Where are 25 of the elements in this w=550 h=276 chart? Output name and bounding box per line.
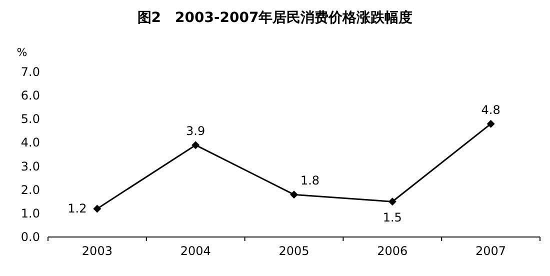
point <box>93 204 102 213</box>
point <box>192 141 200 150</box>
y-tick-label: 4.0 <box>20 136 40 150</box>
data-label: 4.8 <box>481 102 500 117</box>
y-tick-label: 7.0 <box>20 65 40 79</box>
y-tick-label: 0.0 <box>20 230 40 244</box>
point <box>290 190 298 199</box>
y-tick-label: 1.0 <box>20 206 40 220</box>
y-axis-title: % <box>16 46 28 59</box>
y-tick-label: 6.0 <box>20 88 40 103</box>
x-tick-label: 2003 <box>82 244 112 258</box>
y-tick-label: 2.0 <box>20 182 40 197</box>
x-tick-label: 2006 <box>377 244 408 258</box>
x-tick-label: 2004 <box>180 244 211 258</box>
x-tick-label: 2005 <box>278 244 310 258</box>
data-label: 3.9 <box>186 124 206 138</box>
data-label: 1.2 <box>68 202 87 216</box>
point <box>388 198 396 206</box>
point <box>486 120 495 128</box>
y-tick-label: 3.0 <box>20 159 40 174</box>
data-label: 1.5 <box>382 210 402 225</box>
data-label: 1.8 <box>300 174 320 188</box>
x-tick-label: 2007 <box>476 244 506 258</box>
chart-title: 图2 2003-2007年居民消费价格涨跌幅度 <box>137 9 413 26</box>
y-tick-label: 5.0 <box>20 112 40 126</box>
